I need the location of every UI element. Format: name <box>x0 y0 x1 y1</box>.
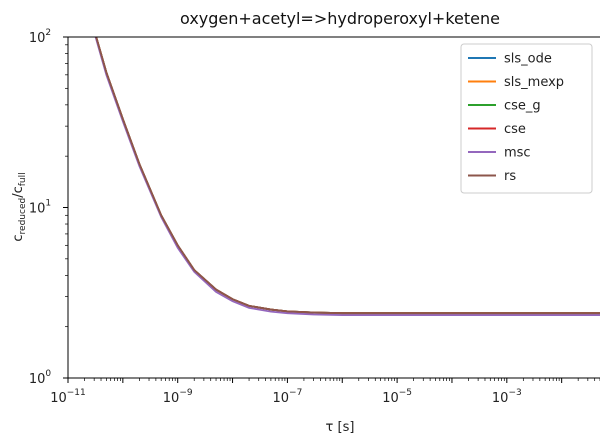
legend-label-sls_mexp: sls_mexp <box>504 75 564 90</box>
y-tick-label: 100 <box>29 369 52 387</box>
series-lines <box>94 37 600 316</box>
legend-label-cse: cse <box>504 122 526 137</box>
y-axis-label-sep: /c <box>11 186 26 198</box>
x-tick-label: 10−7 <box>272 388 302 406</box>
legend-label-cse_g: cse_g <box>504 99 541 114</box>
legend-label-rs: rs <box>504 169 516 184</box>
x-axis-label: τ [s] <box>326 420 355 435</box>
y-axis-ticks: 100 101 102 <box>29 28 68 387</box>
x-tick-label: 10−9 <box>163 388 193 406</box>
legend-label-sls_ode: sls_ode <box>504 52 552 67</box>
x-tick-label: 10−3 <box>492 388 522 406</box>
y-axis-label-sub1: reduced <box>18 198 28 235</box>
y-axis-label-sub2: full <box>18 172 28 186</box>
y-axis-label: creduced/cfull <box>11 172 28 241</box>
x-axis-ticks: 10−11 10−9 10−7 10−5 10−3 <box>50 378 600 406</box>
y-tick-label: 101 <box>29 199 51 217</box>
chart-title: oxygen+acetyl=>hydroperoxyl+ketene <box>180 9 500 28</box>
plot-area: 10−11 10−9 10−7 10−5 10−3 100 101 102 <box>29 28 600 406</box>
x-tick-label: 10−11 <box>50 388 86 406</box>
y-axis-label-base: c <box>11 234 26 241</box>
series-line-rs <box>95 37 600 315</box>
legend-label-msc: msc <box>504 146 531 161</box>
y-tick-label: 102 <box>29 28 51 46</box>
x-tick-label: 10−5 <box>382 388 412 406</box>
